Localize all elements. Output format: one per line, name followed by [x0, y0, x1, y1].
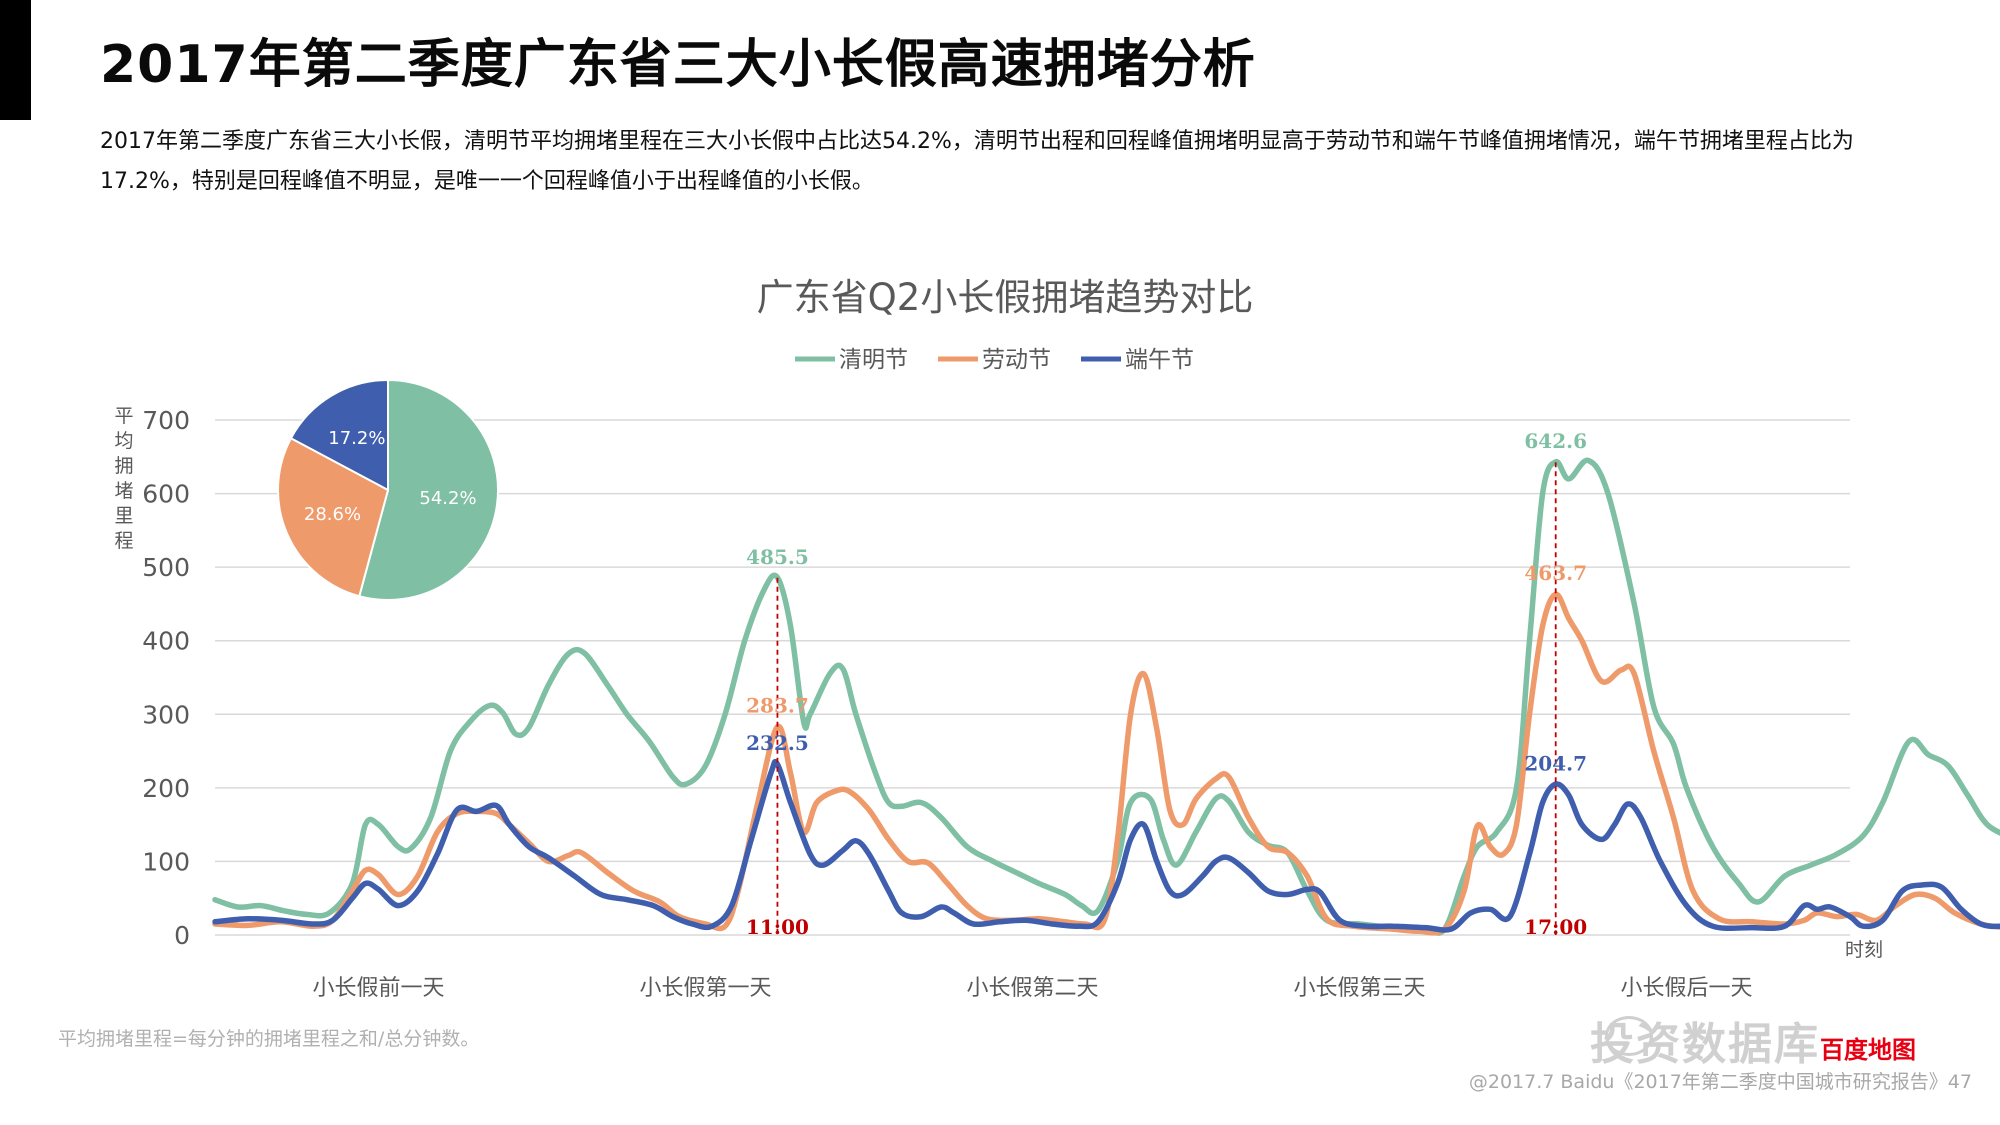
footnote: 平均拥堵里程=每分钟的拥堵里程之和/总分钟数。 — [58, 1028, 480, 1050]
pie-slice — [277, 436, 390, 598]
y-axis-label-char: 堵 — [114, 480, 133, 502]
peak-value-label: 485.5 — [746, 545, 809, 569]
source-citation: @2017.7 Baidu《2017年第二季度中国城市研究报告》47 — [1468, 1071, 1972, 1093]
pie-slice — [358, 378, 499, 601]
page-title: 2017年第二季度广东省三大小长假高速拥堵分析 — [100, 35, 1256, 95]
pie-slice-label: 54.2% — [419, 488, 476, 509]
y-axis-label-char: 均 — [114, 430, 133, 452]
summary-text: 2017年第二季度广东省三大小长假，清明节平均拥堵里程在三大小长假中占比达54.… — [100, 129, 1854, 194]
y-tick-label: 600 — [142, 480, 190, 509]
y-tick-label: 0 — [174, 921, 190, 950]
x-category-label: 小长假第三天 — [1293, 976, 1425, 1001]
y-axis-label-char: 里 — [114, 505, 133, 527]
watermark: 投资数据库 — [1590, 1019, 1820, 1070]
series-lines — [212, 457, 2000, 936]
peak-markers: 11:00 17:00 485.5 283.7 232.5 642.6 463.7 204.7 — [746, 429, 1587, 939]
x-category-label: 小长假第一天 — [639, 976, 771, 1001]
peak-value-label: 283.7 — [746, 693, 809, 717]
y-tick-label: 200 — [142, 774, 190, 803]
x-axis-label: 时刻 — [1845, 939, 1883, 961]
wechat-icon — [1605, 1016, 1653, 1056]
pie-slice — [289, 378, 389, 492]
y-tick-label: 500 — [142, 553, 190, 582]
y-axis-label-char: 程 — [114, 530, 133, 552]
y-tick-label: 300 — [142, 700, 190, 729]
peak-value-label: 204.7 — [1524, 751, 1587, 775]
peak-time-label: 17:00 — [1524, 915, 1587, 939]
chart-title: 广东省Q2小长假拥堵趋势对比 — [757, 276, 1254, 319]
legend-label: 端午节 — [1125, 347, 1194, 373]
series-line-duanwu — [212, 758, 2000, 933]
series-line-qingming — [212, 457, 2000, 936]
series-line-laodong — [212, 591, 2000, 936]
y-tick-label: 700 — [142, 406, 190, 435]
share-pie-chart: 54.2% 28.6% 17.2% — [277, 378, 499, 601]
pie-slice-label: 28.6% — [304, 504, 361, 525]
peak-value-label: 642.6 — [1524, 429, 1587, 453]
legend-label: 劳动节 — [982, 347, 1051, 373]
pie-slice-label: 17.2% — [328, 428, 385, 449]
peak-value-label: 463.7 — [1524, 561, 1587, 585]
peak-value-label: 232.5 — [746, 731, 809, 755]
x-category-label: 小长假第二天 — [966, 976, 1098, 1001]
y-tick-label: 100 — [142, 847, 190, 876]
y-axis-label-char: 平 — [114, 405, 133, 427]
y-tick-label: 400 — [142, 627, 190, 656]
left-accent-bar — [0, 0, 31, 120]
peak-time-label: 11:00 — [746, 915, 809, 939]
legend: 清明节 劳动节 端午节 — [795, 347, 1194, 373]
x-category-label: 小长假前一天 — [312, 976, 444, 1001]
y-axis-label-char: 拥 — [114, 455, 133, 477]
baidu-map-logo: 百度地图 — [1820, 1036, 1916, 1064]
x-category-label: 小长假后一天 — [1620, 976, 1752, 1001]
legend-label: 清明节 — [839, 347, 908, 373]
